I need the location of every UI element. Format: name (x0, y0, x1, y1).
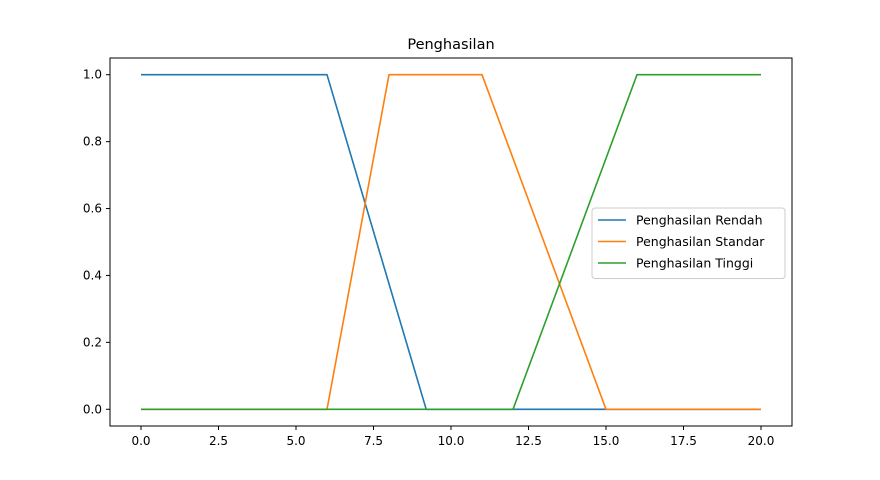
x-tick-label: 20.0 (748, 434, 775, 448)
legend: Penghasilan Rendah Penghasilan Standar Pen… (591, 207, 786, 279)
legend-label: Penghasilan Standar (636, 234, 765, 249)
x-tick-label: 10.0 (438, 434, 465, 448)
x-tick-label: 5.0 (286, 434, 305, 448)
legend-label: Penghasilan Tinggi (636, 256, 753, 271)
x-tick-label: 17.5 (670, 434, 697, 448)
y-tick-label: 0.2 (83, 335, 102, 349)
chart-title: Penghasilan (407, 37, 494, 53)
x-tick-label: 0.0 (131, 434, 150, 448)
x-tick-label: 2.5 (209, 434, 228, 448)
legend-label: Penghasilan Rendah (636, 213, 763, 228)
y-tick-label: 0.6 (83, 202, 102, 216)
series-line (141, 73, 761, 411)
x-tick-label: 7.5 (364, 434, 383, 448)
x-tick-label: 12.5 (515, 434, 542, 448)
legend-box (591, 207, 786, 279)
y-tick-label: 1.0 (83, 68, 102, 82)
y-tick-label: 0.0 (83, 402, 102, 416)
plot-area: 0.0 2.5 5.0 7.5 10.0 12.5 15.0 17.5 20.0 0.0 0.2 0.… (83, 57, 793, 448)
y-tick-label: 0.4 (83, 268, 102, 282)
x-tick-label: 15.0 (593, 434, 620, 448)
y-tick-label: 0.8 (83, 135, 102, 149)
series-lines (141, 73, 761, 411)
series-line (141, 73, 761, 411)
